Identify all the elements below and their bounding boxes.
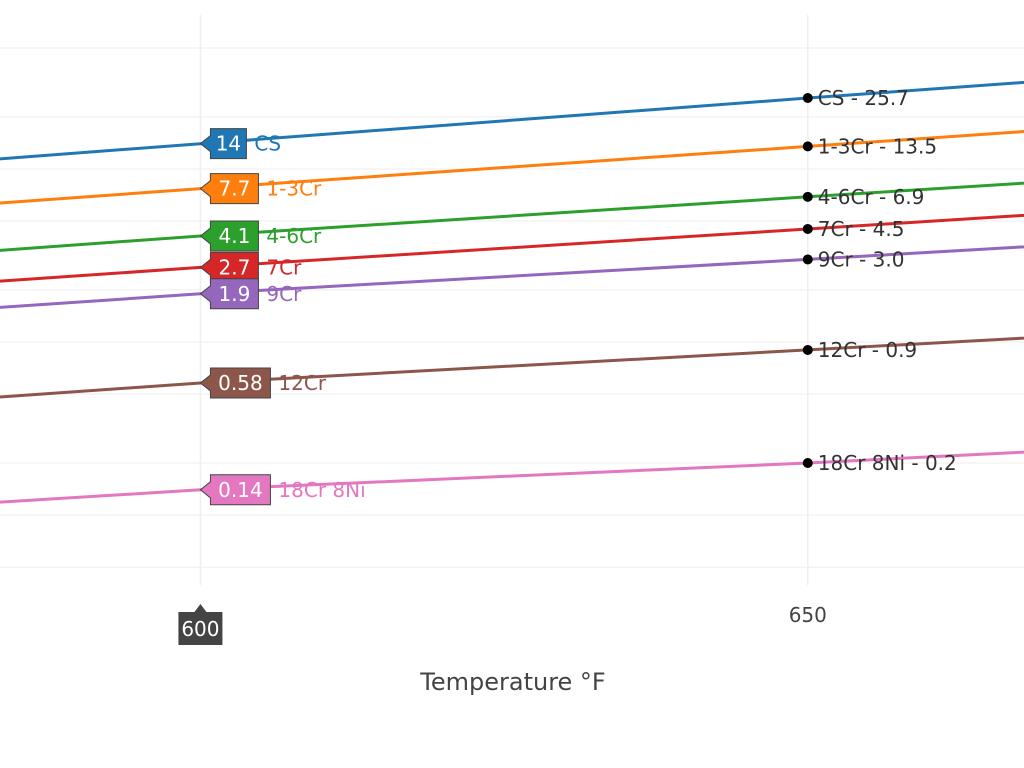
series-line-4-6cr[interactable]	[0, 158, 1024, 279]
spike-marker	[802, 458, 813, 468]
hover-box	[199, 474, 271, 506]
hover-series-name: 9Cr	[266, 282, 302, 306]
hover-value: 7.7	[219, 177, 251, 201]
series-line-12cr[interactable]	[0, 317, 1024, 426]
spike-label: 7Cr - 4.5	[818, 217, 905, 241]
hover-series-name: CS	[254, 132, 281, 156]
hover-box	[199, 128, 247, 160]
spike-marker	[802, 141, 813, 152]
hover-label-4-6cr: 4.1 4-6Cr	[199, 220, 322, 252]
series-line-7cr[interactable]	[0, 191, 1024, 310]
spike-label: 9Cr - 3.0	[818, 247, 905, 271]
spike-marker	[802, 254, 813, 265]
hover-box	[199, 278, 259, 310]
series-line-18cr-8ni[interactable]	[0, 433, 1024, 528]
hover-series-name: 7Cr	[266, 255, 302, 279]
series-lines	[0, 54, 1024, 528]
spike-label: 12Cr - 0.9	[818, 338, 917, 362]
hover-label-cs: 14 CS	[199, 128, 281, 160]
spike-label: 18Cr 8Ni - 0.2	[818, 451, 957, 475]
hover-box	[199, 173, 259, 205]
x-tick-labels: 600 650	[178, 603, 827, 645]
hover-label-1-3cr: 7.7 1-3Cr	[199, 173, 322, 205]
spike-label: 1-3Cr - 13.5	[818, 134, 937, 158]
x-tick-label: 650	[789, 603, 827, 627]
hover-label-7cr: 2.7 7Cr	[199, 251, 302, 283]
spike-marker	[802, 344, 813, 355]
hover-label-9cr: 1.9 9Cr	[199, 278, 302, 310]
hover-series-name: 1-3Cr	[266, 177, 322, 201]
spike-marker	[802, 223, 813, 234]
hover-series-name: 12Cr	[278, 371, 326, 395]
hover-value: 4.1	[219, 224, 251, 248]
x-hover-box	[178, 604, 223, 645]
hover-box	[199, 251, 259, 283]
series-line-9cr[interactable]	[0, 224, 1024, 335]
spike-label: 4-6Cr - 6.9	[818, 185, 925, 209]
x-hover-label: 600	[178, 604, 223, 645]
hover-label-18cr-8ni: 0.14 18Cr 8Ni	[199, 474, 366, 506]
hover-series-name: 18Cr 8Ni	[278, 478, 365, 502]
hover-value: 1.9	[219, 282, 251, 306]
hover-series-name: 4-6Cr	[266, 224, 322, 248]
x-hover-value: 600	[181, 617, 219, 641]
hover-value: 2.7	[219, 255, 251, 279]
hover-box	[199, 367, 271, 399]
spike-labels: CS - 25.7 1-3Cr - 13.5 4-6Cr - 6.9 7Cr - 4.…	[802, 86, 957, 475]
spike-label: CS - 25.7	[818, 86, 909, 110]
hover-label-12cr: 0.58 12Cr	[199, 367, 327, 399]
hover-value: 0.58	[218, 371, 263, 395]
spike-marker	[802, 93, 813, 103]
series-line-cs[interactable]	[0, 54, 1024, 189]
hover-box	[199, 220, 259, 252]
spike-marker	[802, 191, 813, 202]
hover-value: 14	[216, 132, 241, 156]
hover-value: 0.14	[218, 478, 263, 502]
hover-labels: 14 CS7.7 1-3Cr 4.1 4-6Cr 2.7 7Cr 1.9 9Cr 0.58 12Cr…	[199, 128, 366, 506]
y-gridlines	[0, 47, 1024, 568]
x-axis-title: Temperature °F	[419, 668, 605, 696]
series-line-1-3cr[interactable]	[0, 105, 1024, 233]
